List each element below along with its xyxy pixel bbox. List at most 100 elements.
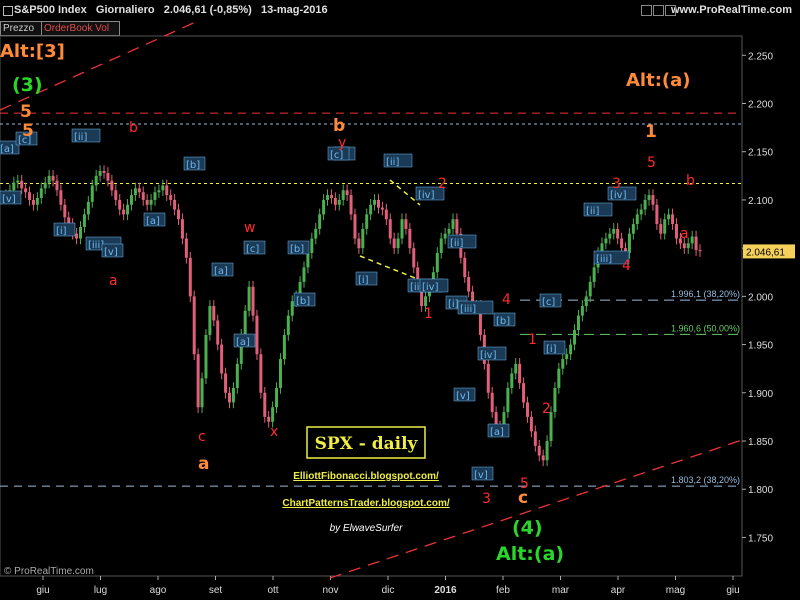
candle-body [514, 363, 518, 374]
candle-body [537, 445, 541, 456]
candle-body [576, 315, 580, 331]
candle-body [588, 281, 592, 297]
candle-body [604, 238, 608, 244]
wave-label-box [293, 292, 316, 307]
wave-label-box [457, 300, 494, 315]
wave-label-box [287, 240, 310, 255]
candle-body [298, 281, 302, 297]
wave-label-blue: [v] [104, 247, 118, 258]
candle-body [200, 378, 204, 408]
maximize-icon[interactable] [653, 5, 664, 16]
candle-body [573, 330, 577, 345]
wave-label-box [415, 186, 445, 201]
credit-link: ElliottFibonacci.blogspot.com/ [293, 471, 439, 482]
wave-label-red: 5 [520, 476, 529, 492]
title-box [306, 426, 426, 459]
wave-label-blue: [ii] [450, 238, 463, 249]
site-url[interactable]: www.ProRealTime.com [670, 4, 792, 16]
wave-label-box [0, 140, 20, 155]
candle-body [180, 219, 184, 239]
candle-body [278, 359, 282, 388]
candle-body [318, 214, 322, 229]
candle-body [212, 306, 216, 321]
copyright: © ProRealTime.com [4, 566, 94, 577]
candle-body [145, 199, 149, 205]
wave-label-box [419, 278, 449, 293]
candle-body [349, 195, 353, 215]
wave-label-box [233, 333, 256, 348]
candle-body [255, 315, 259, 355]
candle-body [443, 233, 447, 239]
candle-body [529, 416, 533, 432]
candle-body [20, 180, 24, 189]
candle-body [541, 455, 545, 461]
y-tick-label: 1.950 [748, 341, 773, 352]
wave-label-red: 2 [542, 401, 551, 417]
candle-body [28, 192, 32, 200]
fib-level-label: 1.996,1 (38,20%) [671, 289, 740, 299]
wave-label-box [487, 423, 510, 438]
candle-body [357, 238, 361, 249]
wave-label-box [383, 153, 413, 168]
y-tick-label: 2.200 [748, 100, 773, 111]
candle-body [247, 286, 251, 311]
x-tick-label: dic [382, 585, 395, 596]
wave-label-blue: [v] [474, 470, 488, 481]
candle-body [157, 190, 161, 193]
channel-line-bottom [329, 439, 743, 579]
candle-body [177, 209, 181, 220]
candle-body [678, 238, 682, 244]
candle-body [90, 185, 94, 202]
candle-body [75, 233, 79, 239]
candle-body [506, 387, 510, 413]
candle-body [16, 180, 20, 183]
candle-body [126, 204, 130, 215]
y-tick-label: 2.150 [748, 148, 773, 159]
window-icon[interactable] [3, 6, 13, 16]
x-tick-label: set [209, 585, 223, 596]
candle-body [518, 363, 522, 384]
wave-label-blue: [a] [0, 144, 14, 155]
candle-body [243, 310, 247, 335]
wave-label-orange: Alt:(a) [626, 70, 691, 91]
channel-line-top [0, 19, 201, 111]
wave-label-orange: 1 [645, 122, 657, 142]
wave-label-red: 3 [612, 176, 621, 192]
wave-label-blue: [ii] [386, 157, 399, 168]
chart-title: S&P500 Index Giornaliero 2.046,61 (-0,85… [14, 4, 328, 16]
wave-label-blue: [b] [296, 296, 310, 307]
wave-label-box [53, 222, 76, 237]
minimize-icon[interactable] [641, 5, 652, 16]
wave-label-red: w [244, 220, 255, 236]
candle-body [290, 301, 294, 316]
wave-label-green: (4) [512, 517, 543, 539]
wave-label-red: 2 [438, 176, 447, 192]
candle-body [224, 373, 228, 393]
candle-body [275, 387, 279, 408]
candle-body [345, 190, 349, 196]
candle-body [263, 392, 267, 417]
candle-body [365, 214, 369, 229]
wave-label-red: 3 [482, 491, 491, 507]
wave-label-blue: [c] [542, 297, 555, 308]
y-tick-label: 2.250 [748, 51, 773, 62]
close-icon[interactable] [665, 5, 676, 16]
candle-body [612, 228, 616, 234]
candle-body [235, 363, 239, 388]
y-tick-label: 2.000 [748, 292, 773, 303]
wave-label-orange: c [518, 488, 528, 508]
candle-body [369, 204, 373, 215]
candle-body [471, 291, 475, 306]
wave-label-box [477, 346, 507, 361]
wave-label-blue: [a] [146, 216, 160, 227]
candle-body [94, 175, 98, 186]
candle-body [35, 198, 39, 205]
wave-label-blue: [ii] [586, 206, 599, 217]
x-tick-label: feb [496, 585, 510, 596]
candle-body [141, 192, 145, 200]
title-bar: S&P500 Index Giornaliero 2.046,61 (-0,85… [0, 0, 800, 20]
wave-label-blue: [i] [448, 299, 459, 310]
wave-label-box [471, 466, 494, 481]
x-tick-label: lug [94, 585, 107, 596]
